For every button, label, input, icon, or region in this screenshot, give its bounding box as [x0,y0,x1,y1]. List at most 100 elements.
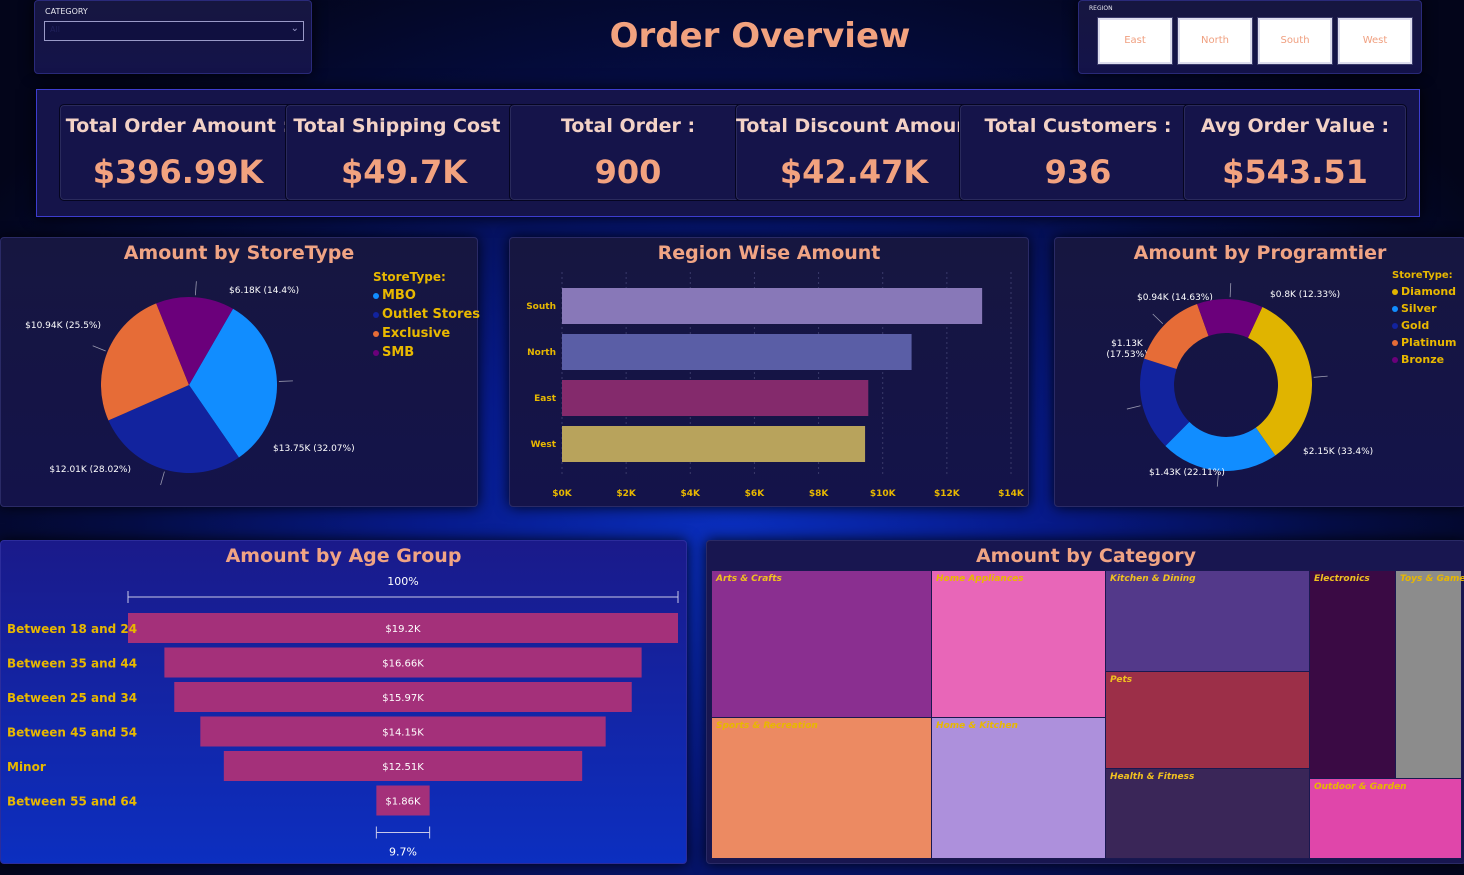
slice-outlet-stores[interactable] [108,385,239,473]
treemap-tile-electronics[interactable]: Electronics [1309,570,1396,779]
kpi-value: $42.47K [779,153,929,191]
treemap-tile-home-appliances[interactable]: Home Appliances [931,570,1106,718]
category-slicer-label: CATEGORY [45,7,88,16]
legend-item-label: Gold [1401,319,1430,332]
treemap-tile-label: Health & Fitness [1110,772,1195,782]
region-button-east[interactable]: East [1097,17,1173,65]
slice-label: $13.75K (32.07%) [273,444,355,454]
kpi-value: $49.7K [340,153,467,191]
region-button-west[interactable]: West [1337,17,1413,65]
kpi-value: $543.51 [1222,153,1368,191]
slice-silver[interactable] [1165,421,1276,471]
slice-label-line: $1.13K [1111,339,1144,349]
region-button-north[interactable]: North [1177,17,1253,65]
storetype-chart-title: Amount by StoreType [123,242,355,264]
category-dropdown-value: All [50,25,60,34]
treemap-tile-pets[interactable]: Pets [1105,671,1310,769]
treemap-tile-kitchen-dining[interactable]: Kitchen & Dining [1105,570,1310,672]
funnel-bar-between-18-and-24[interactable] [128,613,678,643]
legend-item-smb[interactable]: SMB [373,345,480,360]
legend-item-platinum[interactable]: Platinum [1392,336,1456,349]
funnel-category-label: Between 45 and 54 [7,726,137,740]
legend-item-exclusive[interactable]: Exclusive [373,326,480,341]
treemap-tile-arts-crafts[interactable]: Arts & Crafts [711,570,932,718]
funnel-category-label: Between 18 and 24 [7,622,137,636]
slice-label: $1.13K (17.53%) [1106,339,1147,360]
leader-line [1216,472,1219,487]
bar-east[interactable] [562,380,869,416]
storetype-legend: StoreType: MBO Outlet Stores Exclusive S… [373,270,480,360]
slice-mbo[interactable] [189,308,278,458]
legend-item-mbo[interactable]: MBO [373,288,480,303]
bar-north[interactable] [562,334,912,370]
kpi-value: 900 [594,153,662,191]
slice-diamond[interactable] [1247,307,1312,456]
leader-line [278,380,293,382]
legend-item-label: Exclusive [382,326,451,341]
bar-south[interactable] [562,288,983,324]
legend-item-diamond[interactable]: Diamond [1392,285,1456,298]
legend-item-label: SMB [382,345,415,360]
x-tick-label: $10K [870,489,897,499]
region-chart-title: Region Wise Amount [657,242,881,264]
funnel-bottom-percent: 9.7% [389,846,417,859]
legend-item-outlet-stores[interactable]: Outlet Stores [373,307,480,322]
funnel-value-label: $1.86K [385,797,421,808]
category-slicer-panel: CATEGORY All ⌄ [34,0,312,74]
y-tick-label: North [527,348,556,358]
funnel-bar-between-45-and-54[interactable] [200,716,606,747]
agegroup-chart-panel: Amount by Age Group 100% $19.2K Between 18… [0,540,687,864]
funnel-value-label: $12.51K [382,762,424,773]
funnel-value-label: $15.97K [382,693,424,704]
page-title: Order Overview [609,16,911,56]
leader-line [160,471,165,486]
region-button-south[interactable]: South [1257,17,1333,65]
category-treemap-title: Amount by Category [975,545,1197,567]
programtier-chart-title: Amount by Programtier [1133,242,1387,264]
kpi-value: $396.99K [92,153,264,191]
programtier-legend: StoreType: Diamond Silver Gold Platinum … [1392,270,1456,366]
slice-smb[interactable] [156,297,233,385]
slice-label-line: (17.53%) [1106,350,1147,360]
funnel-bar-minor[interactable] [223,751,583,781]
slice-label: $0.94K (14.63%) [1137,293,1213,303]
slice-label: $10.94K (25.5%) [25,321,101,331]
slice-platinum[interactable] [1144,304,1209,370]
legend-title: StoreType: [373,270,446,284]
treemap-tile-toys-games[interactable]: Toys & Games [1395,570,1464,779]
bar-west[interactable] [562,426,866,462]
agegroup-chart-title: Amount by Age Group [225,545,462,567]
category-dropdown[interactable]: All ⌄ [44,21,304,41]
treemap-tile-sports-recreation[interactable]: Sports & Recreation [711,717,932,859]
funnel-bar-between-55-and-64[interactable] [376,785,430,816]
funnel-bar-between-25-and-34[interactable] [174,682,632,712]
legend-title: StoreType: [1392,270,1453,281]
funnel-value-label: $19.2K [385,624,421,635]
treemap-tile-outdoor-garden[interactable]: Outdoor & Garden [1309,778,1462,859]
slice-gold[interactable] [1140,358,1190,447]
kpi-label: Total Shipping Cost : [293,115,515,137]
slice-label: $6.18K (14.4%) [229,286,299,296]
treemap-tile-label: Toys & Games [1400,574,1464,584]
agegroup-funnel-chart: 100% $19.2K Between 18 and 24 $16.66K Betwee… [7,575,679,859]
slice-bronze[interactable] [1197,299,1263,338]
funnel-bar-between-35-and-44[interactable] [164,647,642,678]
x-tick-label: $2K [616,489,637,499]
legend-item-label: Silver [1401,302,1437,315]
kpi-total-order-amount: Total Order Amount : $396.99K [59,104,297,201]
treemap-tile-home-kitchen[interactable]: Home & Kitchen [931,717,1106,859]
kpi-avg-order-value: Avg Order Value : $543.51 [1183,104,1407,201]
legend-item-label: MBO [382,288,416,303]
x-tick-label: $6K [745,489,766,499]
treemap-tile-label: Electronics [1314,574,1370,584]
slice-exclusive[interactable] [101,303,189,421]
kpi-value: 936 [1044,153,1112,191]
legend-item-gold[interactable]: Gold [1392,319,1456,332]
kpi-total-customers: Total Customers : 936 [959,104,1197,201]
kpi-label: Total Discount Amount : [736,115,994,137]
kpi-total-discount-amount: Total Discount Amount : $42.47K [735,104,994,201]
legend-item-silver[interactable]: Silver [1392,302,1456,315]
legend-item-bronze[interactable]: Bronze [1392,353,1456,366]
treemap-tile-health-fitness[interactable]: Health & Fitness [1105,768,1310,859]
treemap-tile-label: Home & Kitchen [936,721,1018,731]
